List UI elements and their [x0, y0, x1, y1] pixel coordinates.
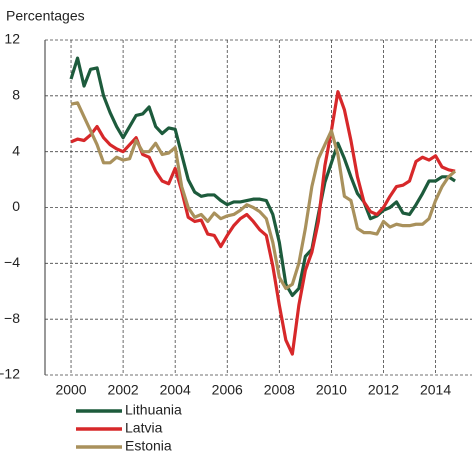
y-tick-label: −4: [4, 254, 20, 270]
legend-label: Estonia: [125, 438, 172, 454]
x-tick-label: 2012: [368, 382, 399, 398]
data-line: [70, 101, 457, 291]
legend-label: Lithuania: [125, 402, 182, 418]
x-tick-label: 2008: [264, 382, 295, 398]
y-tick-label: 8: [12, 87, 20, 103]
x-tick-label: 2004: [160, 382, 191, 398]
y-tick-label: −8: [4, 310, 20, 326]
x-tick-label: 2002: [108, 382, 139, 398]
data-line: [69, 56, 456, 298]
x-tick-label: 2014: [420, 382, 451, 398]
y-axis-title: Percentages: [6, 8, 85, 24]
data-line: [70, 90, 456, 356]
y-tick-label: −12: [0, 366, 20, 382]
x-tick-label: 2010: [316, 382, 347, 398]
y-tick-label: 4: [12, 142, 20, 158]
legend-label: Latvia: [125, 420, 163, 436]
x-tick-label: 2000: [55, 382, 86, 398]
x-tick-label: 2006: [212, 382, 243, 398]
y-tick-label: 0: [12, 198, 20, 214]
y-tick-label: 12: [4, 31, 20, 47]
